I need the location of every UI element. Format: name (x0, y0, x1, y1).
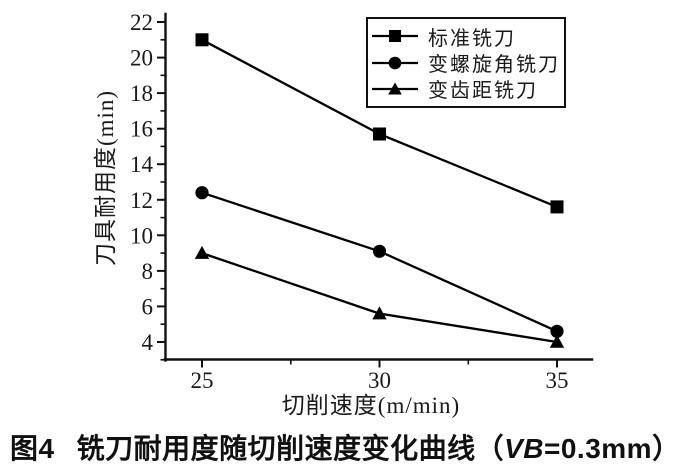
y-axis-label: 刀具耐用度(min) (93, 89, 118, 267)
y-tick-label: 8 (142, 259, 154, 284)
caption-text: 铣刀耐用度随切削速度变化曲线（ (76, 433, 505, 464)
triangle-data-marker (549, 334, 565, 348)
circle-data-marker (195, 186, 209, 200)
legend-label: 变螺旋角铣刀 (428, 54, 560, 76)
square-data-marker (195, 33, 209, 47)
y-tick-label: 16 (130, 117, 153, 142)
caption-vb-italic: VB (504, 433, 544, 464)
circle-data-marker (372, 244, 387, 258)
y-tick-label: 22 (130, 10, 153, 35)
triangle-data-marker (194, 245, 210, 259)
series-line-2 (201, 252, 558, 344)
y-tick-label: 12 (130, 188, 153, 213)
y-tick-label: 20 (130, 46, 153, 71)
x-tick-label: 35 (546, 368, 569, 393)
square-marker-icon (371, 28, 419, 44)
y-tick-label: 4 (142, 330, 154, 355)
figure-caption: 图4 铣刀耐用度随切削速度变化曲线（VB=0.3mm） (10, 427, 696, 467)
figure-number: 图4 (10, 433, 55, 464)
legend-label: 变齿距铣刀 (428, 80, 538, 103)
legend-box: 标准铣刀 变螺旋角铣刀 变齿距铣刀 (366, 17, 566, 108)
square-data-marker (373, 127, 386, 141)
triangle-data-marker (372, 306, 387, 320)
legend-item-variable-pitch-cutter: 变齿距铣刀 (371, 80, 564, 102)
x-tick-label: 30 (368, 368, 391, 393)
legend-item-standard-cutter: 标准铣刀 (371, 27, 564, 50)
y-tick-label: 18 (130, 81, 153, 106)
circle-data-marker (550, 324, 564, 338)
x-tick-label: 25 (191, 368, 214, 393)
legend-item-variable-helix-cutter: 变螺旋角铣刀 (371, 54, 564, 76)
circle-marker-icon (371, 55, 419, 71)
legend-label: 标准铣刀 (428, 27, 516, 50)
y-tick-label: 14 (130, 152, 154, 177)
caption-vb-value: =0.3mm） (544, 433, 681, 464)
square-data-marker (550, 200, 564, 214)
x-axis-label: 切削速度(m/min) (281, 393, 461, 418)
y-tick-label: 6 (142, 294, 154, 319)
triangle-marker-icon (371, 81, 419, 97)
y-tick-label: 10 (130, 223, 153, 248)
